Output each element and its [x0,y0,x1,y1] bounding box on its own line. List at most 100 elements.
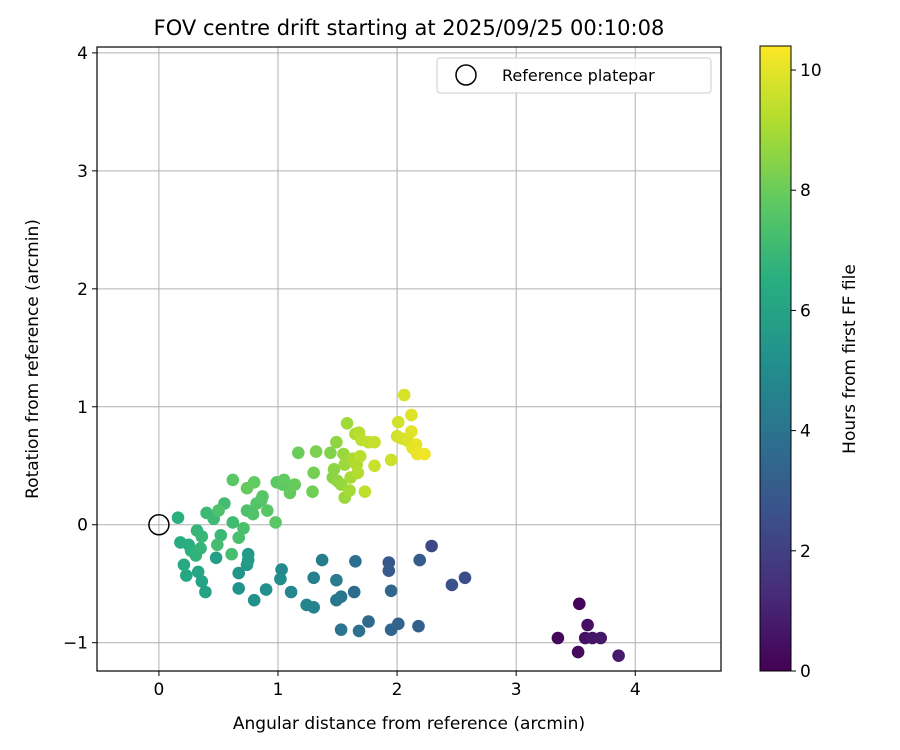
data-point [307,466,321,480]
data-point [340,417,354,430]
data-point [612,649,625,662]
data-point [330,573,343,587]
data-point [171,511,185,524]
data-point [194,542,207,555]
colorbar-label: Hours from first FF file [840,264,860,454]
data-point [581,618,594,632]
data-point [259,583,273,596]
data-point [309,445,323,458]
x-tick-label: 2 [392,680,403,700]
data-point [392,415,405,429]
data-point [199,585,212,599]
data-point [261,504,274,517]
colorbar-tick-label: 8 [800,181,811,201]
data-point [418,447,431,461]
data-point [330,593,343,607]
data-point [352,624,366,638]
chart-title: FOV centre drift starting at 2025/09/25 … [154,16,665,40]
reference-marker [148,513,170,536]
x-tick-label: 1 [273,680,284,700]
data-point [240,481,254,495]
colorbar-tick-label: 2 [800,542,811,562]
data-point [337,447,350,461]
data-point [413,553,427,567]
data-point [343,484,356,497]
data-point [368,459,381,473]
data-point [232,566,245,580]
data-point [246,507,260,521]
data-point [214,529,228,542]
data-point [275,563,288,576]
data-point [307,571,321,585]
data-point [324,446,337,460]
y-tick-label: −1 [63,634,88,654]
data-point [241,553,255,567]
plot-frame [96,46,722,672]
data-point [226,473,240,487]
data-point [397,388,411,402]
data-point [384,584,398,598]
x-tick-label: 0 [154,680,165,700]
y-axis-label: Rotation from reference (arcmin) [23,219,43,499]
colorbar-gradient [759,45,792,672]
legend-box [436,57,712,94]
data-point [190,524,204,537]
y-tick-label: 1 [77,398,88,418]
colorbar: 0 2 4 6 8 10 Hours from first FF file [759,45,860,682]
data-point [551,631,565,645]
data-point [382,564,396,577]
data-point [334,623,348,636]
y-tick-label: 2 [77,280,88,300]
data-point [315,553,329,567]
data-point [225,547,238,561]
data-point [211,538,224,552]
colorbar-tick-label: 10 [800,61,822,81]
data-point [274,572,287,586]
legend-marker [455,64,477,86]
x-tick-label: 4 [630,680,641,700]
data-point [269,516,282,529]
data-point [594,631,607,645]
data-point [458,571,472,585]
y-tick-label: 4 [77,44,88,64]
data-point [573,597,586,611]
y-tick-label: 0 [77,516,88,536]
data-point [445,578,459,592]
data-point [177,558,191,572]
data-points [171,388,625,662]
data-point [362,615,375,628]
data-point [284,585,298,599]
data-point [237,522,250,535]
data-point [256,490,269,503]
data-point [306,485,319,499]
data-point [349,555,362,568]
data-point [347,585,361,599]
data-point [425,539,438,553]
data-point [571,645,585,659]
legend: Reference platepar [436,57,712,94]
data-point [300,598,313,612]
colorbar-ticks: 0 2 4 6 8 10 [791,61,822,682]
data-point [195,575,209,588]
y-axis-ticks: −1 0 1 2 3 4 [63,44,97,654]
data-point [409,438,423,451]
data-point [351,466,365,480]
data-point [330,435,343,449]
data-point [405,408,418,422]
colorbar-tick-label: 4 [800,422,811,442]
data-point [180,569,193,582]
data-point [288,478,302,491]
data-point [384,623,398,636]
colorbar-tick-label: 6 [800,301,811,321]
data-point [405,425,418,438]
data-point [247,593,261,607]
data-point [353,450,367,463]
data-point [412,619,425,633]
x-tick-label: 3 [511,680,522,700]
data-point [191,565,205,579]
data-point [358,485,372,499]
grid [97,47,721,671]
data-point [209,551,223,565]
data-point [368,435,381,449]
